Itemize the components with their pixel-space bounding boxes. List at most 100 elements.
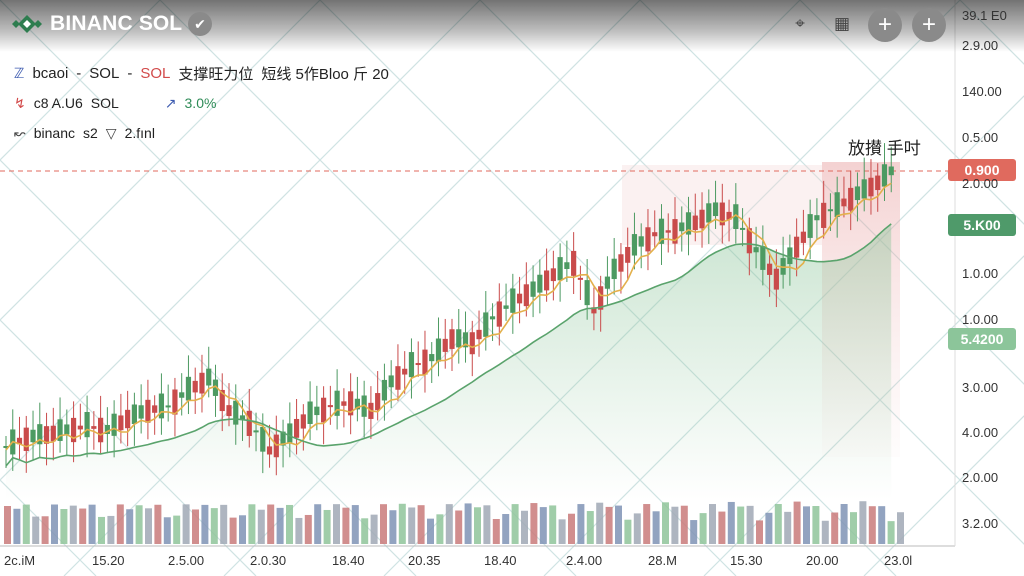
link-icon: ↜ [14, 124, 26, 141]
volume-bar [88, 504, 96, 544]
candle-body [375, 393, 381, 411]
candle-body [821, 202, 827, 228]
candle-body [814, 215, 820, 221]
volume-bar [774, 504, 782, 544]
volume-bar [98, 516, 105, 544]
candle-body [104, 424, 110, 435]
volume-bar [756, 520, 763, 544]
candle-body [212, 379, 219, 396]
volume-bar [380, 504, 387, 544]
candle-body [456, 329, 462, 348]
x-axis-tick-label: 23.0l [884, 553, 913, 568]
volume-bar [107, 515, 115, 544]
volume-bar [624, 519, 632, 544]
chart-legend: ℤ bcaoi - SOL - SOL 支撑旺力位 短线 5作Bloo 斤 20… [14, 58, 389, 148]
legend-separator: - [127, 64, 133, 82]
volume-bar [370, 514, 378, 544]
volume-bar [41, 516, 49, 544]
candle-body [246, 410, 252, 436]
candle-body [422, 349, 428, 375]
candle-body [645, 227, 651, 252]
candle-body [37, 424, 43, 445]
volume-bar [342, 507, 350, 544]
candle-body [253, 430, 259, 433]
volume-bar [135, 505, 143, 544]
candle-body [206, 368, 212, 386]
brand-name: BINANC [50, 12, 133, 35]
candle-body [293, 418, 300, 438]
candle-body [57, 419, 63, 441]
candle-body [70, 417, 77, 443]
volume-bar [652, 511, 660, 544]
candle-body [753, 247, 759, 253]
x-axis-tick-label: 18.40 [332, 553, 365, 568]
volume-bar [483, 505, 491, 544]
volume-bar [784, 511, 792, 544]
legend-source-code: s2 [83, 125, 98, 141]
candle-body [712, 202, 719, 217]
legend-symbol-small: SOL [90, 95, 119, 111]
volume-bar [79, 508, 87, 544]
zoom-in-button[interactable]: + [868, 8, 902, 42]
layout-grid-icon[interactable]: ▦ [833, 14, 851, 33]
x-axis-tick-label: 15.30 [730, 553, 763, 568]
candle-body [165, 405, 171, 408]
candle-body [219, 389, 225, 412]
volume-bar [803, 506, 810, 544]
volume-bar [210, 508, 218, 544]
volume-bar [389, 510, 397, 544]
volume-bar [821, 520, 829, 544]
candle-body [192, 380, 198, 393]
price-tag-ma[interactable]: 5.4200 [948, 328, 1016, 350]
candle-body [91, 426, 97, 429]
crosshair-icon[interactable]: ⌖ [795, 14, 805, 33]
candle-body [834, 192, 840, 218]
x-axis-tick-label: 2.4.00 [566, 553, 603, 568]
legend-title-row: ℤ bcaoi - SOL - SOL 支撑旺力位 短线 5作Bloo 斤 20 [14, 58, 389, 88]
volume-bar [709, 504, 716, 544]
volume-bar [699, 513, 707, 544]
y-axis-tick-label: 3.0.00 [962, 380, 999, 395]
candle-body [98, 417, 104, 443]
volume-bar [22, 504, 30, 544]
x-axis-tick-label: 18.40 [484, 553, 517, 568]
chart-type-icon[interactable]: ℤ [14, 64, 25, 81]
candle-body [145, 399, 151, 423]
y-axis-tick-label: 2.0.00 [962, 470, 999, 485]
candle-body [773, 268, 779, 290]
candle-body [118, 415, 124, 431]
candle-body [888, 166, 894, 176]
volume-bar [605, 506, 613, 544]
candle-body [354, 398, 360, 410]
volume-bar [116, 504, 124, 544]
trend-down-icon: ↯ [14, 94, 26, 111]
volume-bar [4, 506, 11, 544]
candle-body [625, 246, 631, 263]
candle-body [652, 232, 658, 237]
volume-bar [182, 504, 190, 544]
candle-body [827, 209, 834, 212]
candle-body [314, 406, 320, 416]
trend-up-icon: ↗ [164, 94, 177, 111]
volume-bar [333, 504, 340, 544]
price-tag-support[interactable]: 0.900 [948, 159, 1016, 181]
legend-price-value: c8 A.U6 [33, 95, 83, 111]
candle-body [807, 214, 813, 238]
volume-bar [633, 513, 641, 544]
x-axis-tick-label: 2.5.00 [168, 553, 205, 568]
candle-body [746, 228, 752, 254]
candle-body [273, 434, 279, 458]
volume-bar [32, 516, 40, 544]
candle-body [767, 263, 773, 275]
price-tag-current[interactable]: 5.K00 [948, 214, 1016, 236]
candle-body [604, 276, 611, 289]
candle-body [679, 222, 685, 232]
candle-body [287, 423, 293, 443]
candle-body [618, 254, 624, 272]
volume-bar [13, 508, 21, 544]
volume-bar [680, 505, 688, 544]
volume-bar [398, 503, 406, 544]
candle-body [260, 426, 266, 452]
add-indicator-button[interactable]: + [912, 8, 946, 42]
